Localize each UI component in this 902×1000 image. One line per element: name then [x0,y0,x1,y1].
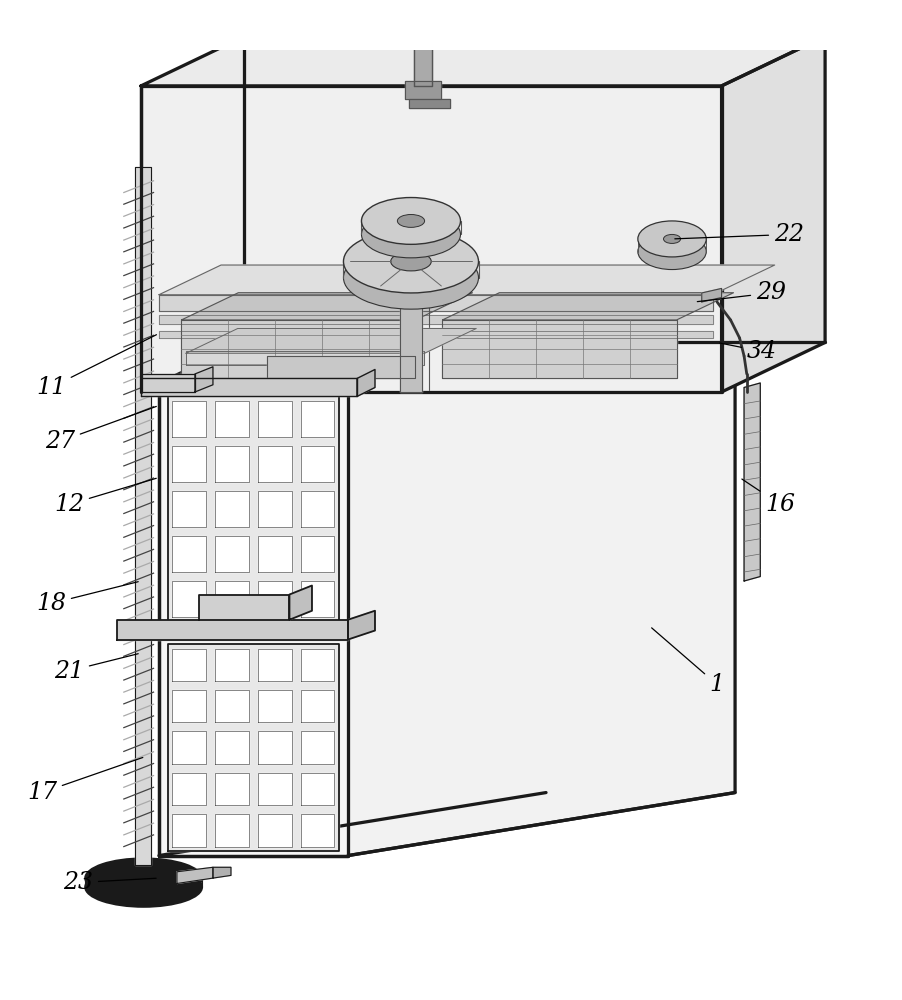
Polygon shape [267,356,415,378]
Polygon shape [172,536,206,572]
Polygon shape [186,351,424,365]
Polygon shape [409,99,449,108]
Ellipse shape [391,252,431,271]
Polygon shape [168,644,338,851]
Polygon shape [159,331,712,338]
Polygon shape [215,649,249,681]
Polygon shape [442,293,732,320]
Polygon shape [258,491,291,527]
Polygon shape [141,374,195,392]
Polygon shape [177,867,213,883]
Polygon shape [413,41,431,86]
Ellipse shape [397,214,424,227]
Polygon shape [400,212,421,392]
Polygon shape [347,611,374,640]
Polygon shape [300,536,334,572]
Polygon shape [300,773,334,805]
Polygon shape [181,320,415,378]
Polygon shape [181,293,472,320]
Ellipse shape [343,230,478,293]
Polygon shape [159,315,712,324]
Text: 17: 17 [27,757,143,804]
Ellipse shape [85,858,202,898]
Polygon shape [172,814,206,847]
Polygon shape [172,773,206,805]
Polygon shape [300,649,334,681]
Polygon shape [258,649,291,681]
Polygon shape [172,401,206,437]
Ellipse shape [361,198,460,244]
Polygon shape [215,690,249,722]
Polygon shape [258,731,291,764]
Polygon shape [172,731,206,764]
Polygon shape [215,536,249,572]
Polygon shape [213,867,231,878]
Polygon shape [215,581,249,617]
Polygon shape [168,396,338,622]
Polygon shape [215,491,249,527]
Polygon shape [172,649,206,681]
Text: 11: 11 [36,335,156,399]
Polygon shape [172,581,206,617]
Polygon shape [404,81,440,99]
Polygon shape [215,446,249,482]
Polygon shape [116,620,347,640]
Polygon shape [215,773,249,805]
Polygon shape [258,536,291,572]
Polygon shape [258,814,291,847]
Text: 1: 1 [651,628,723,696]
Polygon shape [141,86,721,392]
Polygon shape [141,378,356,396]
Polygon shape [215,731,249,764]
Polygon shape [347,324,734,387]
Polygon shape [300,690,334,722]
Ellipse shape [361,211,460,258]
Polygon shape [215,401,249,437]
Polygon shape [159,295,712,311]
Text: 18: 18 [36,582,138,615]
Polygon shape [199,595,290,620]
Polygon shape [356,369,374,396]
Polygon shape [300,581,334,617]
Ellipse shape [637,221,705,257]
Ellipse shape [85,867,202,907]
Polygon shape [701,288,721,302]
Polygon shape [300,446,334,482]
Polygon shape [258,690,291,722]
Text: 34: 34 [719,340,777,363]
Polygon shape [141,36,824,86]
Polygon shape [134,167,151,865]
Text: 29: 29 [696,281,786,304]
Polygon shape [172,690,206,722]
Polygon shape [721,36,824,392]
Polygon shape [258,581,291,617]
Polygon shape [300,731,334,764]
Text: 12: 12 [54,478,156,516]
Text: 21: 21 [54,654,138,683]
Polygon shape [743,383,759,581]
Polygon shape [442,320,676,378]
Polygon shape [347,324,734,856]
Polygon shape [159,387,347,856]
Text: 27: 27 [45,406,156,453]
Polygon shape [258,446,291,482]
Polygon shape [300,401,334,437]
Polygon shape [215,814,249,847]
Polygon shape [195,367,213,392]
Text: 23: 23 [63,871,156,894]
Polygon shape [186,329,475,353]
Ellipse shape [663,234,680,243]
Text: 22: 22 [674,223,803,246]
Polygon shape [172,446,206,482]
Polygon shape [258,773,291,805]
Polygon shape [172,491,206,527]
Polygon shape [159,265,774,295]
Polygon shape [290,586,311,620]
Ellipse shape [637,234,705,270]
Polygon shape [258,401,291,437]
Ellipse shape [343,246,478,309]
Text: 16: 16 [741,479,794,516]
Polygon shape [300,814,334,847]
Polygon shape [300,491,334,527]
